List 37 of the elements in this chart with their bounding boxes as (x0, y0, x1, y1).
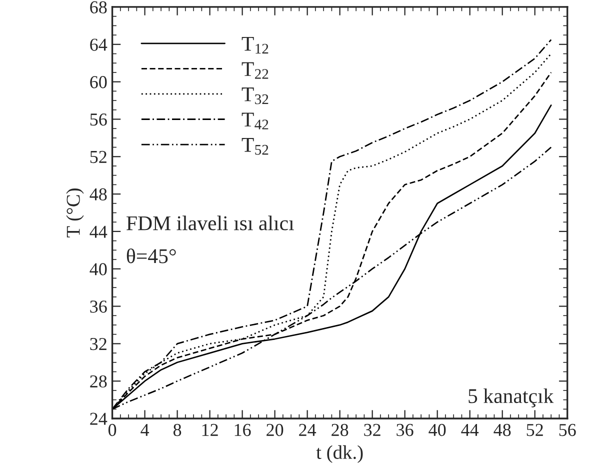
x-tick-label: 44 (461, 424, 479, 436)
annotation: FDM ilaveli ısı alıcı (126, 216, 294, 230)
legend-label: T$_{12}$ (242, 36, 268, 54)
y-tick-label: 60 (90, 76, 107, 88)
y-tick-label: 48 (90, 188, 107, 200)
y-tick-label: 28 (90, 375, 107, 388)
y-tick-label: 64 (90, 38, 108, 51)
x-axis-title: t (dk.) (316, 445, 363, 463)
x-tick-label: 4 (140, 424, 150, 436)
legend-label: T$_{32}$ (242, 88, 268, 104)
y-tick-label: 44 (90, 226, 108, 238)
annotation: θ=45° (126, 248, 176, 264)
legend-label: T$_{52}$ (242, 138, 268, 155)
x-tick-label: 12 (202, 424, 218, 436)
annotation: 5 kanatçık (468, 388, 554, 408)
x-tick-label: 56 (559, 424, 576, 436)
x-tick-label: 28 (332, 424, 348, 436)
y-tick-label: 68 (90, 1, 107, 14)
x-tick-label: 40 (428, 424, 446, 436)
x-tick-label: 52 (526, 424, 543, 436)
y-tick-label: 24 (90, 412, 108, 425)
y-tick-label: 56 (90, 114, 107, 126)
y-tick-label: 36 (90, 300, 107, 313)
x-tick-label: 8 (173, 424, 182, 436)
x-tick-label: 20 (266, 424, 284, 436)
x-tick-label: 16 (234, 424, 251, 436)
legend-label: T$_{22}$ (242, 62, 268, 79)
legend-label: T$_{42}$ (242, 112, 268, 130)
y-tick-label: 32 (90, 338, 106, 350)
x-tick-label: 36 (396, 424, 414, 436)
x-tick-label: 48 (494, 424, 511, 436)
y-tick-label: 52 (90, 150, 106, 164)
x-tick-label: 24 (299, 424, 316, 436)
y-axis-title: T (°C) (66, 188, 84, 238)
y-tick-label: 40 (90, 263, 107, 276)
x-tick-label: 0 (108, 424, 116, 436)
x-tick-label: 32 (364, 424, 380, 436)
